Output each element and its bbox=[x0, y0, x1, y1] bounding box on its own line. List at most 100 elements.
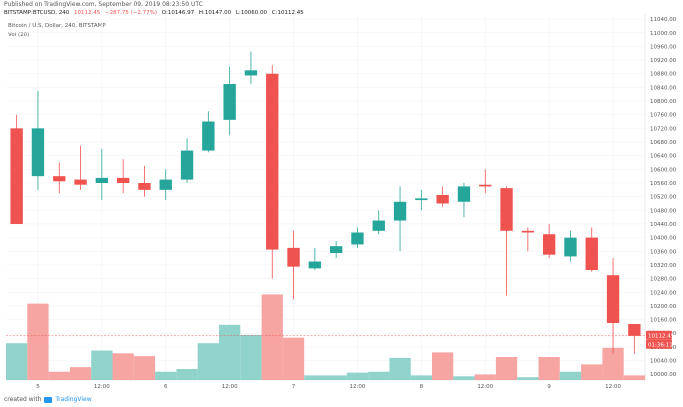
volume-bar bbox=[517, 377, 539, 380]
volume-bar bbox=[495, 357, 518, 380]
volume-bar bbox=[282, 337, 305, 380]
volume-bar bbox=[197, 343, 219, 380]
volume-bar bbox=[623, 375, 645, 380]
series-legend[interactable]: Bitcoin / U.S. Dollar, 240, BITSTAMP bbox=[8, 23, 106, 29]
candle-body bbox=[372, 220, 385, 231]
candle-body bbox=[138, 183, 151, 190]
footer-brand[interactable]: TradingView bbox=[55, 396, 92, 403]
y-tick-label: 10240.00 bbox=[650, 290, 677, 296]
volume-bar bbox=[219, 324, 241, 380]
price-change: −287.75 (−2.77%) bbox=[105, 10, 157, 16]
volume-bar bbox=[240, 334, 262, 380]
volume-bar bbox=[410, 375, 432, 380]
y-tick-label: 10880.00 bbox=[650, 72, 677, 78]
countdown-tag-bg bbox=[646, 339, 672, 349]
volume-bar bbox=[453, 376, 475, 380]
y-tick-label: 11040.00 bbox=[650, 17, 677, 23]
candle-body bbox=[10, 128, 23, 224]
candle-body bbox=[266, 73, 279, 250]
volume-bars bbox=[6, 294, 645, 380]
y-tick-label: 10000.00 bbox=[650, 372, 677, 378]
volume-bar bbox=[581, 364, 603, 380]
candle-body bbox=[542, 234, 556, 255]
volume-bar bbox=[112, 353, 134, 380]
last-price: 10112.45 bbox=[74, 10, 101, 16]
volume-bar bbox=[474, 374, 496, 380]
candle-body bbox=[606, 275, 620, 323]
last-price-tag: 10112.45 01:36:11 bbox=[646, 330, 675, 349]
volume-bar bbox=[27, 303, 49, 380]
ohlc-close: C:10112.45 bbox=[271, 10, 304, 16]
candle-body bbox=[479, 184, 492, 187]
candle-body bbox=[202, 121, 215, 151]
y-tick-label: 11000.00 bbox=[650, 31, 677, 37]
footer-prefix: created with bbox=[4, 396, 42, 403]
volume-bar bbox=[538, 357, 560, 380]
x-tick-label: 8 bbox=[420, 384, 424, 390]
volume-bar bbox=[48, 371, 70, 380]
y-tick-label: 10680.00 bbox=[650, 140, 677, 146]
volume-bar bbox=[389, 357, 411, 380]
volume-bar bbox=[346, 372, 369, 380]
y-tick-label: 10440.00 bbox=[650, 222, 677, 228]
candle-body bbox=[74, 179, 87, 185]
volume-legend[interactable]: Vol (20) bbox=[8, 32, 30, 38]
candle-body bbox=[223, 83, 236, 120]
volume-bar bbox=[155, 371, 177, 380]
candle-body bbox=[585, 237, 598, 271]
y-tick-label: 10360.00 bbox=[650, 249, 677, 255]
y-tick-label: 10400.00 bbox=[650, 236, 677, 242]
volume-bar bbox=[368, 371, 390, 380]
candle-body bbox=[95, 177, 109, 184]
x-tick-label: 12:00 bbox=[477, 384, 493, 390]
y-tick-label: 10480.00 bbox=[650, 208, 677, 214]
candle-body bbox=[628, 324, 641, 336]
y-tick-label: 10160.00 bbox=[650, 318, 677, 324]
x-tick-label: 12:00 bbox=[222, 384, 238, 390]
volume-bar bbox=[176, 368, 198, 380]
candle-body bbox=[116, 177, 130, 184]
y-tick-label: 10840.00 bbox=[650, 85, 677, 91]
candlestick-chart[interactable]: 10000.0010040.0010080.0010120.0010160.00… bbox=[0, 0, 683, 396]
candle-body bbox=[436, 194, 449, 204]
x-tick-label: 6 bbox=[164, 384, 168, 390]
volume-bar bbox=[6, 343, 28, 380]
y-tick-label: 10920.00 bbox=[650, 58, 677, 64]
x-tick-label: 7 bbox=[292, 384, 296, 390]
x-tick-label: 5 bbox=[36, 384, 40, 390]
published-note: Published on TradingView.com, September … bbox=[4, 1, 203, 8]
volume-bar bbox=[559, 371, 582, 380]
candle-body bbox=[351, 232, 364, 245]
time-axis: 5 12:00 6 12:00 7 12:00 8 12:00 9 12:00 bbox=[36, 384, 621, 390]
y-tick-label: 10560.00 bbox=[650, 181, 677, 187]
ohlc-open: O:10146.97 bbox=[161, 10, 195, 16]
candle-body bbox=[53, 176, 66, 182]
y-tick-label: 10960.00 bbox=[650, 44, 677, 50]
x-tick-label: 12:00 bbox=[350, 384, 366, 390]
candle-body bbox=[180, 150, 194, 180]
candle-body bbox=[415, 198, 428, 201]
symbol-info-line: BITSTAMP:BTCUSD, 240 10112.45 −287.75 (−… bbox=[4, 10, 307, 16]
y-tick-label: 10640.00 bbox=[650, 154, 677, 160]
x-tick-label: 9 bbox=[547, 384, 551, 390]
ohlc-high: H:10147.00 bbox=[198, 10, 232, 16]
x-tick-label: 12:00 bbox=[94, 384, 110, 390]
candle-body bbox=[31, 128, 45, 177]
volume-bar bbox=[69, 367, 92, 380]
y-tick-label: 10320.00 bbox=[650, 263, 677, 269]
y-tick-label: 10040.00 bbox=[650, 359, 677, 365]
countdown-tag-value: 01:36:11 bbox=[648, 342, 673, 348]
symbol-name[interactable]: BITSTAMP:BTCUSD, 240 bbox=[4, 10, 70, 16]
y-tick-label: 10200.00 bbox=[650, 304, 677, 310]
candle-body bbox=[521, 230, 535, 233]
volume-bar bbox=[602, 347, 624, 380]
candle-body bbox=[393, 201, 407, 221]
y-tick-label: 10720.00 bbox=[650, 126, 677, 132]
y-tick-label: 10800.00 bbox=[650, 99, 677, 105]
footer-credit: created with TradingView bbox=[4, 396, 92, 403]
volume-bar bbox=[304, 375, 326, 380]
last-price-tag-value: 10112.45 bbox=[648, 333, 675, 339]
candle-body bbox=[457, 186, 471, 202]
ohlc-low: L:10060.00 bbox=[235, 10, 267, 16]
y-tick-label: 10760.00 bbox=[650, 113, 677, 119]
